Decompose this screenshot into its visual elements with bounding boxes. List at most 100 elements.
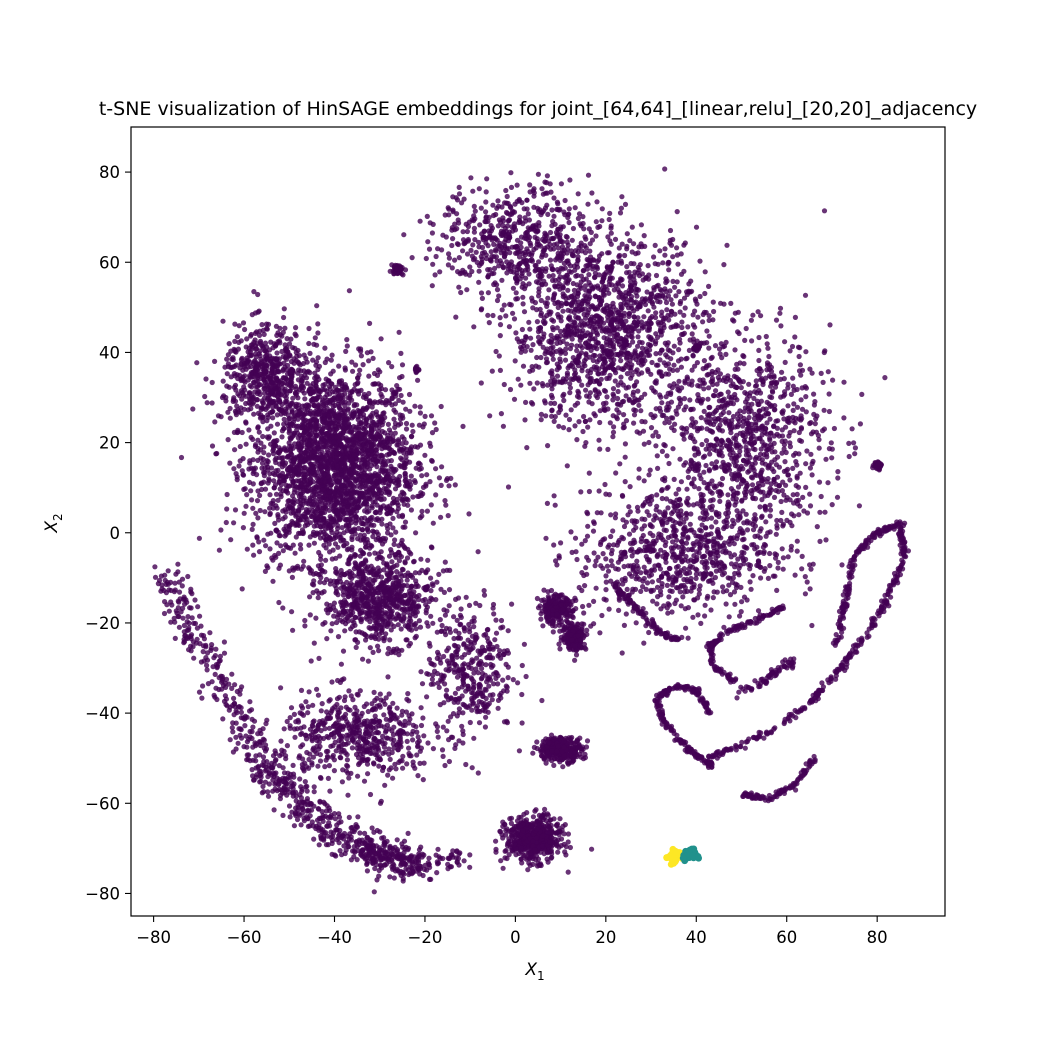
data-point [313, 383, 319, 389]
data-point [337, 516, 343, 522]
data-point [588, 304, 594, 310]
data-point [653, 272, 660, 279]
data-point [311, 640, 317, 646]
data-point [311, 540, 317, 546]
data-point [286, 568, 292, 574]
data-point [347, 390, 353, 396]
data-point [677, 309, 683, 315]
data-point [399, 597, 405, 603]
data-point [394, 562, 400, 568]
data-point [275, 394, 281, 400]
data-point [338, 487, 344, 493]
data-point [403, 406, 409, 412]
data-point [274, 412, 280, 418]
data-point [273, 404, 279, 410]
data-point [342, 628, 348, 634]
data-point [587, 417, 593, 423]
data-point [350, 368, 356, 374]
data-point [724, 242, 730, 248]
data-point [487, 413, 493, 419]
data-point [602, 359, 608, 365]
data-point [311, 410, 317, 416]
data-point [556, 314, 562, 320]
data-point [365, 529, 371, 535]
data-point [324, 447, 331, 454]
data-point [249, 526, 255, 533]
data-point [509, 310, 516, 316]
data-point [296, 530, 302, 536]
data-point [639, 244, 645, 250]
data-point [267, 492, 273, 498]
data-point [374, 447, 380, 453]
data-point [490, 312, 496, 319]
data-point [359, 464, 365, 470]
data-point [412, 403, 418, 409]
data-point [257, 507, 263, 514]
data-point [635, 343, 641, 349]
data-point [233, 471, 239, 477]
data-point [224, 371, 230, 377]
data-point [341, 584, 347, 590]
data-point [224, 506, 230, 512]
data-point [439, 464, 445, 470]
data-point [377, 616, 383, 622]
data-point [298, 566, 304, 572]
data-point [582, 418, 589, 425]
data-point [640, 277, 646, 283]
data-point [400, 542, 406, 548]
data-point [288, 359, 294, 365]
data-point [272, 552, 278, 559]
data-point [392, 424, 398, 430]
data-point [287, 465, 293, 471]
data-point [239, 586, 245, 592]
data-point [524, 445, 530, 451]
data-point [290, 567, 296, 573]
data-point [641, 233, 647, 239]
data-point [253, 351, 259, 357]
data-point [319, 500, 325, 506]
data-point [303, 457, 309, 463]
data-point [414, 604, 420, 610]
data-point [226, 341, 232, 347]
data-point [378, 459, 384, 465]
data-point [366, 373, 372, 379]
data-point [301, 487, 307, 493]
data-point [392, 430, 398, 436]
data-point [706, 385, 712, 391]
data-point [245, 407, 251, 413]
data-point [581, 413, 587, 420]
data-point [528, 335, 534, 341]
data-point [278, 543, 284, 549]
data-point [513, 290, 519, 296]
data-point [390, 391, 396, 397]
data-point [329, 381, 335, 387]
data-point [302, 464, 308, 470]
data-point [333, 426, 340, 432]
data-point [646, 324, 652, 330]
data-point [381, 410, 387, 416]
data-point [240, 320, 247, 326]
data-point [428, 613, 434, 619]
data-point [308, 476, 314, 482]
data-point [283, 399, 289, 405]
data-point [588, 366, 595, 373]
data-point [560, 308, 566, 314]
data-point [370, 480, 376, 486]
data-point [575, 191, 581, 197]
data-point [315, 355, 321, 361]
data-point [335, 525, 341, 532]
data-point [398, 464, 404, 470]
data-point [666, 267, 672, 273]
data-point [276, 599, 282, 606]
data-point [342, 391, 348, 397]
data-point [387, 436, 393, 442]
data-point [478, 380, 484, 386]
data-point [255, 515, 261, 521]
data-point [358, 435, 364, 442]
data-point [671, 343, 677, 349]
data-point [358, 480, 364, 486]
data-point [258, 455, 264, 461]
data-point [341, 510, 347, 517]
data-point [369, 423, 375, 429]
data-point [250, 542, 256, 548]
